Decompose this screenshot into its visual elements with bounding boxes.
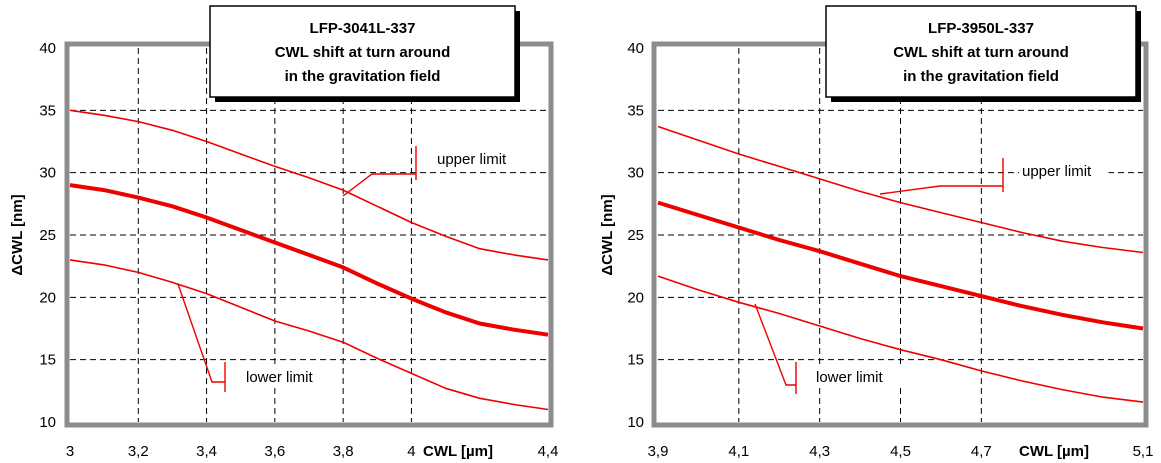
y-tick-label: 25: [627, 227, 644, 244]
title-box: [825, 5, 1137, 98]
chart-right: 10 15 20 25 30 35 40 3,9 4,1 4,3 4,5 4,7 5,1 CWL [µm]…: [599, 5, 1154, 460]
y-tick-label: 20: [39, 289, 56, 306]
chart-title-line: CWL shift at turn around: [275, 44, 451, 61]
chart-title-line: in the gravitation field: [903, 68, 1059, 85]
y-tick-label: 15: [627, 352, 644, 369]
series-upper-limit: [69, 109, 549, 261]
y-tick-label: 20: [627, 289, 644, 306]
chart-title-line: in the gravitation field: [285, 68, 441, 85]
y-axis-label: ΔCWL [nm]: [599, 194, 616, 275]
x-tick-label: 4,7: [971, 443, 992, 460]
y-tick-label: 40: [627, 40, 644, 57]
upper-limit-label: upper limit: [437, 151, 507, 168]
series-upper-limit: [657, 125, 1144, 254]
x-tick-label: 3,9: [648, 443, 669, 460]
lower-limit-leader: [177, 283, 225, 383]
x-tick-label: 3,6: [264, 443, 285, 460]
series-lower-limit: [657, 275, 1144, 403]
upper-limit-label-bg: [434, 150, 524, 169]
lower-limit-label-bg: [243, 368, 333, 387]
lower-limit-label: lower limit: [246, 369, 314, 386]
upper-limit-label: upper limit: [1022, 163, 1092, 180]
y-tick-label: 35: [39, 102, 56, 119]
y-tick-label: 30: [627, 165, 644, 182]
x-tick-label: 3,2: [128, 443, 149, 460]
upper-limit-label-bg: [1019, 162, 1109, 181]
x-tick-label: 4,4: [538, 443, 559, 460]
x-tick-label: 3: [66, 443, 74, 460]
x-tick-label: 3,8: [333, 443, 354, 460]
y-tick-label: 10: [627, 414, 644, 431]
y-tick-label: 15: [39, 352, 56, 369]
x-tick-label: 4: [407, 443, 415, 460]
x-axis-label: CWL [µm]: [423, 443, 493, 460]
upper-limit-leader: [342, 173, 416, 197]
y-axis-label: ΔCWL [nm]: [9, 194, 26, 275]
x-tick-label: 4,3: [809, 443, 830, 460]
title-box: [209, 5, 516, 98]
x-tick-label: 4,1: [728, 443, 749, 460]
x-tick-label: 5,1: [1133, 443, 1154, 460]
chart-title-line: LFP-3041L-337: [310, 20, 416, 37]
lower-limit-label-bg: [813, 368, 903, 387]
chart-title-line: LFP-3950L-337: [928, 20, 1034, 37]
y-tick-label: 35: [627, 102, 644, 119]
x-axis-label: CWL [µm]: [1019, 443, 1089, 460]
x-tick-label: 4,5: [890, 443, 911, 460]
lower-limit-leader: [754, 303, 796, 386]
series-lower-limit: [69, 259, 549, 411]
chart-title-line: CWL shift at turn around: [893, 44, 1069, 61]
y-tick-label: 40: [39, 40, 56, 57]
x-tick-label: 3,4: [196, 443, 217, 460]
series-nominal: [657, 200, 1144, 331]
y-tick-label: 30: [39, 165, 56, 182]
lower-limit-label: lower limit: [816, 369, 884, 386]
series-nominal: [69, 183, 549, 337]
upper-limit-leader: [879, 185, 1003, 195]
y-tick-label: 10: [39, 414, 56, 431]
y-tick-label: 25: [39, 227, 56, 244]
chart-left: 10 15 20 25 30 35 40 3 3,2 3,4 3,6 3,8 4 4,4 CWL [µm] Δ…: [9, 5, 559, 460]
